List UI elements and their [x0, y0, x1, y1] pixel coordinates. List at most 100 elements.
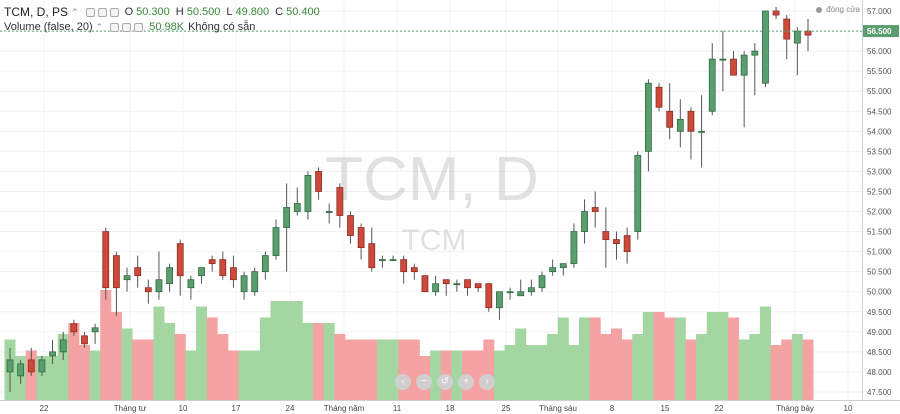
candle-body	[389, 259, 397, 262]
volume-bar	[249, 350, 261, 400]
volume-bar	[270, 301, 282, 400]
status-dot-icon	[816, 6, 823, 13]
candle-body	[793, 30, 801, 44]
candle-body	[400, 259, 408, 273]
volume-bar	[642, 312, 654, 400]
market-status-label: đóng cửa	[826, 5, 860, 14]
price-axis-background	[862, 0, 900, 414]
price-tick-label: 52.500	[867, 187, 892, 196]
volume-bar	[600, 334, 612, 400]
volume-bar	[430, 350, 442, 400]
candle-body	[421, 275, 429, 293]
time-axis[interactable]: 22 Tháng tư 10 17 24 Tháng năm 11 18 25 Tháng sáu…	[0, 400, 900, 414]
volume-bar	[110, 312, 122, 400]
close-icon[interactable]	[134, 22, 144, 32]
scroll-left-button[interactable]: ‹	[395, 374, 411, 390]
reset-button[interactable]: ↺	[437, 374, 453, 390]
volume-bar	[174, 334, 186, 400]
candle-body	[293, 203, 301, 212]
close-label: C	[275, 6, 284, 18]
candle-body	[91, 327, 99, 333]
candle-body	[187, 279, 195, 289]
candle-body	[272, 227, 280, 257]
volume-bar	[281, 301, 293, 400]
eye-icon[interactable]	[110, 22, 120, 32]
watermark-symbol: TCM, D	[325, 145, 539, 214]
price-tick-label: 53.000	[867, 167, 892, 176]
volume-bar	[579, 317, 591, 400]
volume-bar	[376, 339, 388, 400]
volume-value: 50.98K	[149, 21, 185, 33]
time-axis-background	[0, 400, 900, 414]
time-tick-label: 22	[40, 404, 49, 413]
candle-body	[453, 283, 461, 286]
price-axis[interactable]: 47.00047.50048.00048.50049.00049.50050.0…	[862, 0, 900, 414]
volume-bar	[791, 334, 803, 400]
candle-body	[666, 110, 674, 128]
candle-body	[81, 335, 88, 345]
candle-body	[719, 58, 727, 61]
scroll-right-button[interactable]: ›	[479, 374, 495, 390]
volume-bar	[749, 334, 761, 400]
candle-body	[325, 211, 333, 213]
volume-bar	[164, 323, 176, 400]
volume-bar	[68, 323, 80, 400]
time-tick-label: Tháng năm	[324, 404, 365, 413]
zoom-in-button[interactable]: +	[458, 374, 474, 390]
symbol-title: TCM, D, PS	[4, 5, 69, 19]
volume-bar	[238, 350, 250, 400]
candle-body	[17, 363, 25, 377]
low-value: 49.800	[235, 6, 270, 18]
price-tick-label: 55.000	[867, 87, 892, 96]
candle-body	[645, 82, 652, 152]
volume-bar	[408, 339, 420, 400]
candle-body	[772, 10, 780, 16]
candle-body	[357, 227, 365, 248]
candle-body	[166, 267, 174, 285]
volume-bar	[132, 339, 144, 400]
price-tick-label: 49.500	[867, 308, 892, 317]
volume-bar	[78, 345, 90, 400]
settings-icon[interactable]	[122, 22, 132, 32]
volume-bar	[621, 339, 633, 400]
legend-collapse-icon[interactable]: ⌃	[71, 6, 79, 17]
candle-body	[538, 275, 546, 289]
close-icon[interactable]	[109, 7, 119, 17]
candle-body	[634, 154, 642, 232]
volume-bar	[89, 350, 101, 400]
volume-bar	[685, 339, 697, 400]
candle-body	[496, 291, 503, 309]
volume-collapse-icon[interactable]: ⌃	[95, 21, 104, 32]
last-price-badge	[863, 25, 899, 38]
candle-body	[27, 359, 35, 373]
settings-icon[interactable]	[97, 7, 107, 17]
price-tick-label: 49.000	[867, 328, 892, 337]
price-tick-label: 54.500	[867, 107, 892, 116]
candle-body	[315, 171, 322, 192]
price-tick-label: 56.000	[867, 47, 892, 56]
eye-icon[interactable]	[85, 7, 95, 17]
candle-body	[230, 267, 237, 281]
volume-bar	[302, 323, 314, 400]
volume-note: Không có sẵn	[188, 21, 256, 33]
volume-bar	[728, 317, 740, 400]
time-tick-label: 10	[844, 404, 853, 413]
candle-body	[623, 235, 631, 253]
zoom-out-button[interactable]: −	[416, 374, 432, 390]
time-tick-label: Tháng sáu	[539, 404, 577, 413]
candle-body	[676, 118, 684, 132]
candle-body	[464, 279, 471, 289]
candle-body	[123, 275, 131, 281]
volume-bar	[153, 306, 165, 400]
candle-body	[336, 187, 344, 216]
price-tick-label: 53.500	[867, 147, 892, 156]
volume-bar	[323, 323, 335, 400]
volume-bar	[366, 339, 378, 400]
volume-title: Volume (false, 20)	[4, 21, 93, 33]
candle-body	[283, 207, 291, 228]
volume-bar	[387, 339, 399, 400]
candle-body	[70, 323, 78, 333]
volume-bar	[291, 301, 303, 400]
candle-body	[208, 259, 216, 265]
